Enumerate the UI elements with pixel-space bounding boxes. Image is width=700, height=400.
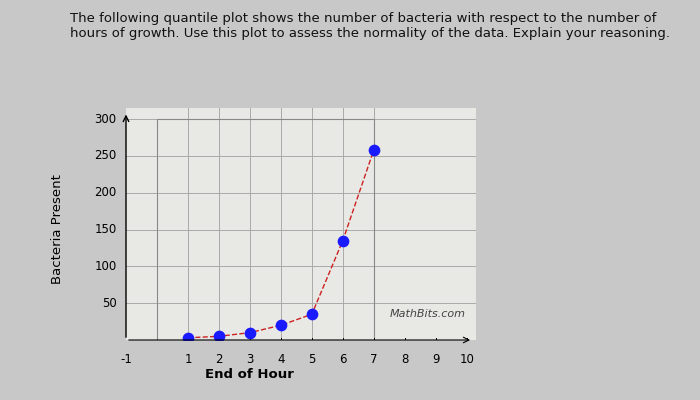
Point <box>275 322 286 328</box>
Point <box>337 237 349 244</box>
Text: 250: 250 <box>94 149 117 162</box>
Text: 300: 300 <box>94 112 117 126</box>
Text: 2: 2 <box>215 353 223 366</box>
Text: 3: 3 <box>246 353 253 366</box>
Text: End of Hour: End of Hour <box>206 368 294 381</box>
Text: 50: 50 <box>102 297 117 310</box>
Point <box>306 311 317 318</box>
Point <box>244 330 256 336</box>
Text: 7: 7 <box>370 353 377 366</box>
Text: Bacteria Present: Bacteria Present <box>51 174 64 284</box>
Point <box>182 334 193 341</box>
Text: 5: 5 <box>308 353 316 366</box>
Text: The following quantile plot shows the number of bacteria with respect to the num: The following quantile plot shows the nu… <box>70 12 670 40</box>
Text: 4: 4 <box>277 353 285 366</box>
Point <box>368 147 379 153</box>
Text: 6: 6 <box>339 353 346 366</box>
Text: 9: 9 <box>432 353 440 366</box>
Text: 1: 1 <box>184 353 192 366</box>
Text: MathBits.com: MathBits.com <box>389 309 466 319</box>
Bar <box>157 119 374 340</box>
Text: 10: 10 <box>459 353 474 366</box>
Text: 100: 100 <box>94 260 117 273</box>
Point <box>214 333 225 340</box>
Text: 150: 150 <box>94 223 117 236</box>
Text: 200: 200 <box>94 186 117 199</box>
Text: 8: 8 <box>401 353 408 366</box>
Text: -1: -1 <box>120 353 132 366</box>
